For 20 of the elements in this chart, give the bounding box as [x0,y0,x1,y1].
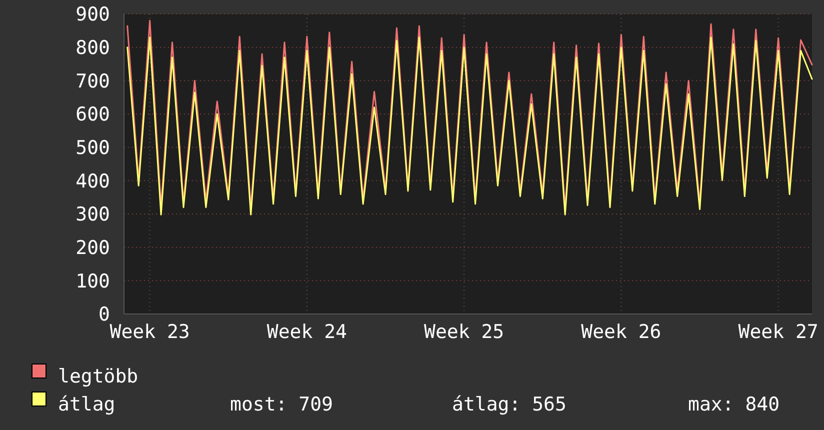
x-tick-label: Week 23 [110,321,190,343]
y-tick-label: 100 [76,270,110,292]
y-tick-label: 600 [76,104,110,126]
x-tick-label: Week 24 [266,321,347,343]
y-tick-label: 200 [76,236,110,259]
legend-label: átlag [58,394,116,416]
y-tick-label: 500 [76,136,110,159]
y-tick-label: 800 [76,36,110,59]
y-tick-label: 300 [76,204,110,226]
y-tick-label: 900 [76,4,110,26]
x-tick-label: Week 25 [424,321,504,343]
legend-label: legtöbb [58,366,138,388]
x-tick-label: Week 27 [738,321,818,343]
text: átlag: 565 [452,394,566,416]
y-tick-label: 400 [76,170,110,192]
y-tick-label: 700 [76,70,110,92]
y-tick-label: 0 [98,304,110,326]
x-tick-label: Week 26 [581,321,662,343]
text: most: 709 [230,394,333,416]
text: max: 840 [688,394,780,416]
